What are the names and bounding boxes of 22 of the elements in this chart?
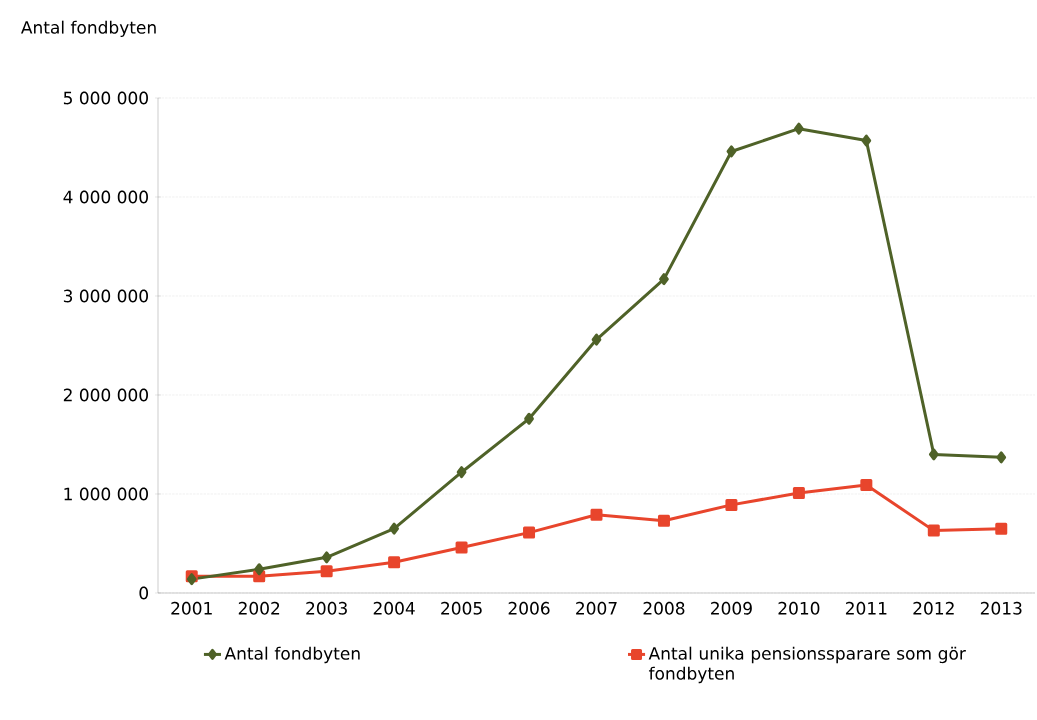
y-tick-label: 5 000 000 xyxy=(63,91,148,105)
x-tick-label: 2005 xyxy=(441,601,482,615)
x-tick-label: 2012 xyxy=(913,601,954,615)
legend-label: Antal fondbyten xyxy=(224,646,360,664)
x-tick-label: 2003 xyxy=(306,601,347,615)
y-tick-label: 3 000 000 xyxy=(63,289,148,303)
x-tick-label: 2007 xyxy=(576,601,617,615)
x-tick-label: 2001 xyxy=(171,601,212,615)
x-tick-label: 2004 xyxy=(373,601,415,615)
x-tick-label: 2010 xyxy=(778,601,820,615)
y-tick-label: 4 000 000 xyxy=(63,190,148,204)
x-tick-label: 2013 xyxy=(980,601,1022,615)
legend-label: Antal unika pensionssparare som gör fondbyten xyxy=(648,646,966,684)
y-tick-label: 1 000 000 xyxy=(64,487,148,501)
y-tick-label: 0 xyxy=(139,586,149,600)
x-tick-label: 2008 xyxy=(643,601,685,615)
x-tick-label: 2011 xyxy=(845,601,887,615)
x-tick-label: 2002 xyxy=(238,601,280,615)
x-tick-label: 2009 xyxy=(711,601,752,615)
y-tick-label: 2 000 000 xyxy=(63,388,148,402)
x-tick-label: 2006 xyxy=(508,601,550,615)
y-axis-title: Antal fondbyten xyxy=(21,20,156,38)
